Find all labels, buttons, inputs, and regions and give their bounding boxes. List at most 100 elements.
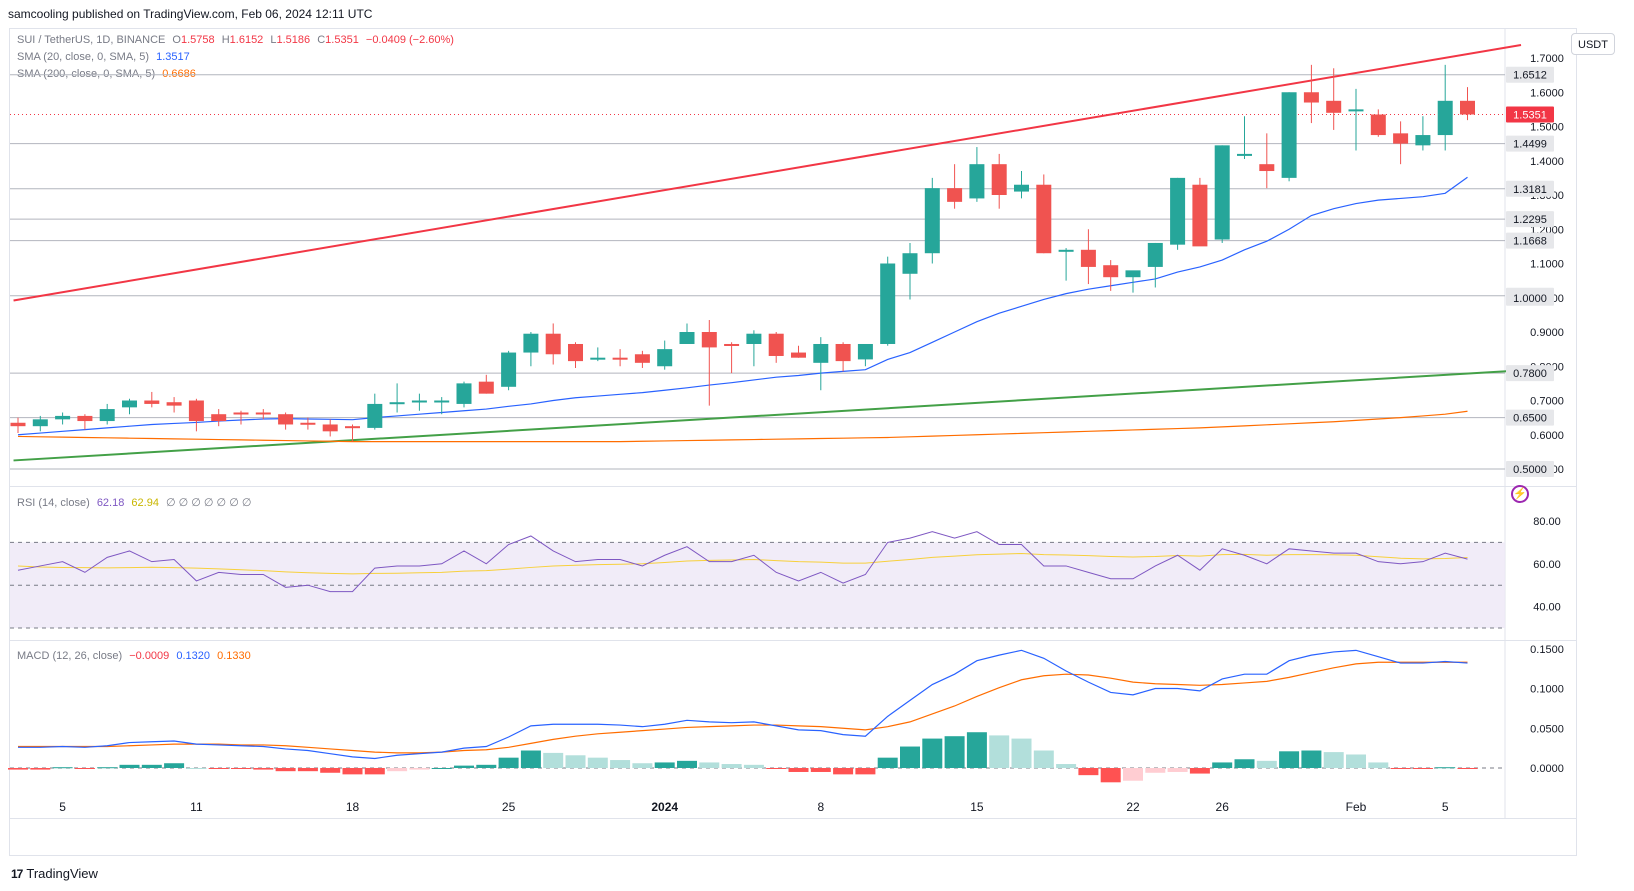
sma200-line [17, 410, 1468, 443]
symbol-legend[interactable]: SUI / TetherUS, 1D, BINANCE O1.5758 H1.6… [17, 34, 458, 46]
sma200-legend[interactable]: SMA (200, close, 0, SMA, 5) 0.6686 [17, 68, 200, 80]
candle-body [1460, 100, 1475, 115]
macd-histogram-bar [1435, 767, 1456, 769]
rsi-line [17, 531, 1468, 593]
macd-histogram-bar [810, 768, 831, 772]
rsi-ma-value: 62.94 [131, 497, 159, 509]
candle-body [1103, 265, 1119, 278]
price-label-text: 1.2295 [1513, 214, 1547, 226]
price-tick-label: 1.5000 [1530, 122, 1564, 134]
macd-histogram-bar [164, 763, 185, 768]
price-tick-label: 1.7000 [1530, 53, 1564, 65]
sma20-line [17, 176, 1468, 436]
candle-body [456, 383, 472, 404]
candle-body [255, 412, 271, 415]
price-label-box [1506, 461, 1554, 477]
open-label: O [172, 34, 181, 46]
macd-histogram-bar [498, 757, 519, 768]
rsi-legend[interactable]: RSI (14, close) 62.18 62.94 ∅ ∅ ∅ ∅ ∅ ∅ … [17, 496, 255, 509]
candle-body [1080, 249, 1096, 267]
time-tick-label: 22 [1126, 800, 1140, 814]
candle-body [144, 400, 160, 404]
macd-histogram-bar [520, 750, 541, 768]
macd-histogram-bar [654, 762, 675, 768]
close-label: C [317, 34, 326, 46]
price-tick-label: 1.6000 [1530, 87, 1564, 99]
macd-hist-value: −0.0009 [129, 650, 170, 662]
candle-body [122, 400, 137, 408]
candle-body [991, 164, 1007, 195]
macd-histogram-bar [1123, 768, 1143, 781]
candle-body [902, 253, 918, 274]
macd-histogram-bar [587, 757, 608, 768]
candle-body [1326, 100, 1342, 113]
candle-body [188, 400, 204, 422]
candle-body [211, 414, 227, 422]
macd-label: MACD (12, 26, close) [17, 650, 123, 662]
price-label-box [1506, 365, 1554, 382]
candle-body [880, 263, 896, 344]
macd-histogram-bar [97, 767, 118, 769]
macd-legend[interactable]: MACD (12, 26, close) −0.0009 0.1320 0.13… [17, 650, 255, 662]
price-label-text: 1.5351 [1513, 109, 1547, 121]
candle-body [478, 381, 494, 394]
rsi-extra-values: ∅ ∅ ∅ ∅ ∅ ∅ ∅ [166, 497, 252, 509]
price-label-box [1506, 289, 1554, 306]
macd-histogram-bar [1056, 764, 1077, 768]
candle-body [813, 343, 829, 363]
candle-body [1348, 109, 1364, 112]
macd-histogram-bar [1323, 752, 1344, 768]
candle-body [1147, 242, 1163, 267]
candle-body [233, 412, 249, 415]
macd-histogram-bar [966, 732, 987, 768]
macd-histogram-bar [52, 767, 73, 769]
high-label: H [221, 34, 230, 46]
macd-histogram-bar [1346, 754, 1366, 768]
pane-separator-rsi[interactable] [10, 486, 1576, 487]
candle-body [947, 188, 963, 202]
macd-histogram-bar [74, 768, 95, 769]
price-label-text: 1.3181 [1513, 184, 1547, 196]
price-tick-label: 1.1000 [1530, 259, 1564, 271]
macd-histogram-bar [431, 768, 452, 769]
macd-histogram-bar [900, 746, 920, 768]
currency-button[interactable]: USDT [1571, 33, 1615, 55]
macd-histogram-bar [543, 752, 564, 768]
candle-body [1415, 135, 1431, 146]
macd-tick-label: 0.0500 [1530, 723, 1564, 735]
lightning-icon[interactable]: ⚡ [1511, 485, 1529, 503]
candle-body [300, 422, 316, 425]
pane-separator-macd[interactable] [10, 640, 1576, 641]
candle-body [166, 402, 182, 406]
macd-histogram-bar [632, 763, 653, 768]
time-tick-label: 8 [817, 800, 824, 814]
macd-histogram-bar [1390, 768, 1411, 769]
low-label: L [270, 34, 277, 46]
time-tick-label: 2024 [651, 800, 678, 814]
macd-tick-label: 0.0000 [1530, 763, 1564, 775]
candle-body [322, 424, 338, 432]
candle-body [1393, 133, 1409, 144]
macd-histogram-bar [320, 768, 341, 773]
candle-body [411, 400, 427, 403]
macd-histogram-bar [610, 760, 631, 768]
sma20-label: SMA (20, close, 0, SMA, 5) [17, 51, 150, 63]
macd-histogram-bar [833, 768, 854, 775]
price-label-text: 1.0000 [1513, 293, 1547, 305]
ohlc-open: O1.5758 [172, 34, 214, 46]
macd-histogram-bar [699, 762, 720, 768]
candle-body [857, 343, 873, 360]
macd-histogram-bar [1011, 738, 1032, 768]
macd-histogram-bar [454, 765, 474, 768]
candle-body [1058, 249, 1074, 252]
sma20-legend[interactable]: SMA (20, close, 0, SMA, 5) 1.3517 [17, 51, 194, 63]
macd-histogram-bar [30, 768, 51, 770]
price-tick-label: 0.9000 [1530, 327, 1564, 339]
price-label-box [1506, 66, 1554, 83]
high-value: 1.6152 [229, 34, 264, 46]
macd-histogram-bar [1301, 750, 1322, 768]
ohlc-high: H1.6152 [222, 34, 264, 46]
macd-histogram-bar [922, 738, 943, 768]
macd-histogram-bar [208, 768, 229, 769]
